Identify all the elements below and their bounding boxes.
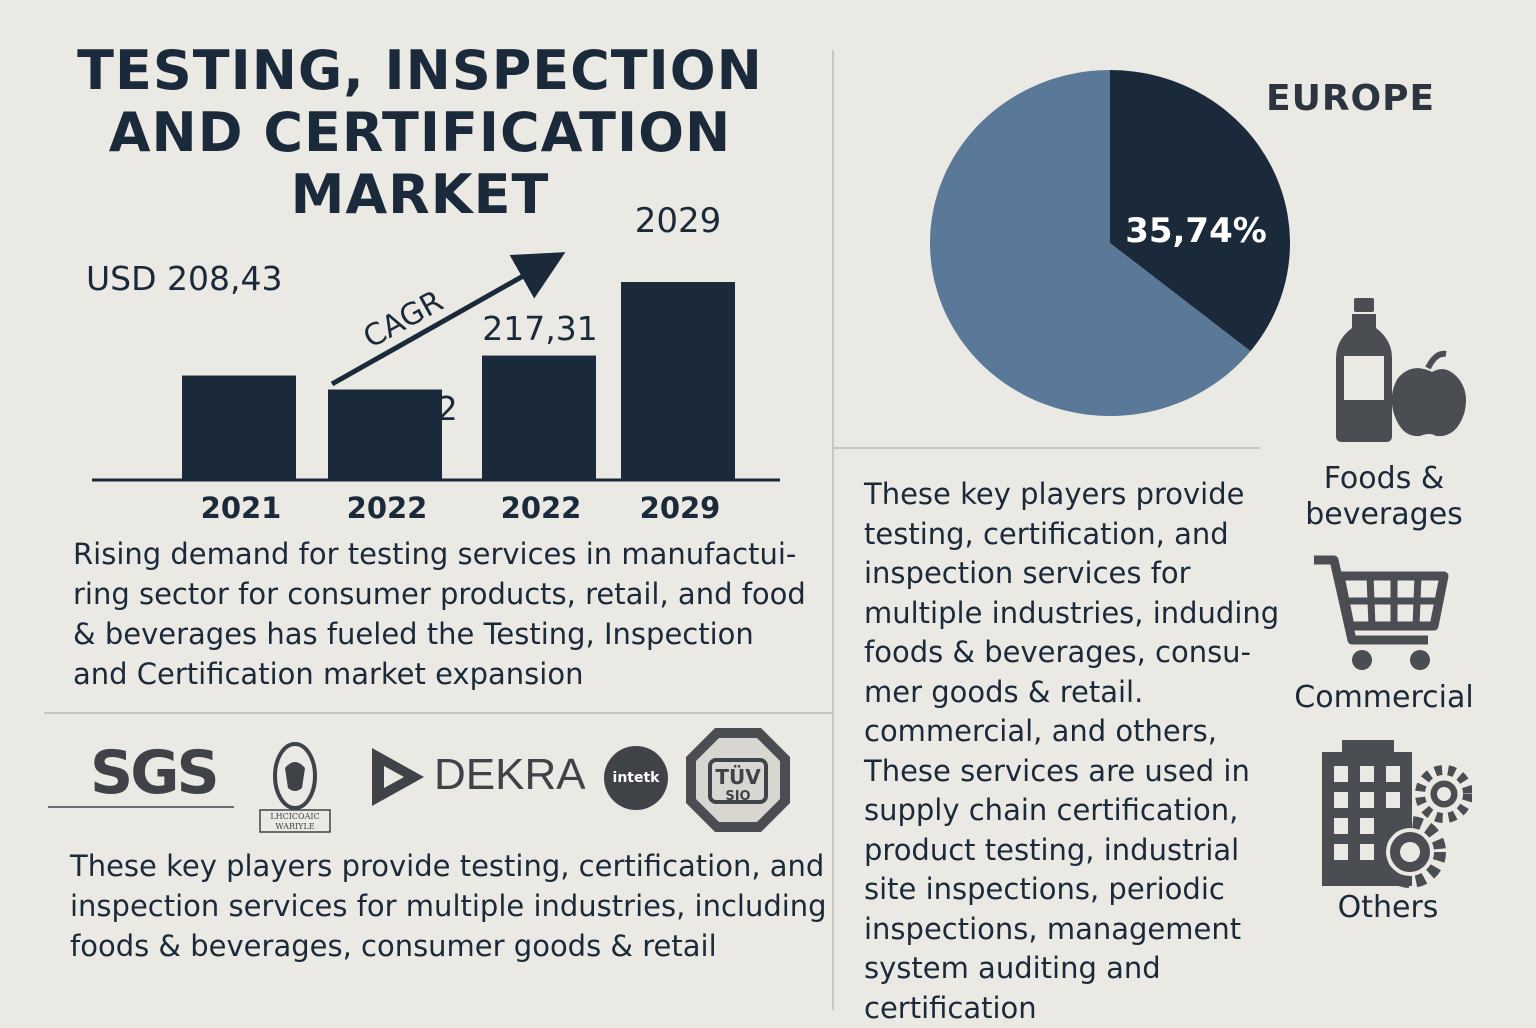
market-description: Rising demand for testing services in ma… bbox=[73, 534, 833, 694]
right-horizontal-divider bbox=[834, 447, 1260, 449]
services-line: inspections, management bbox=[864, 911, 1242, 946]
intertek-logo: intetk bbox=[604, 746, 668, 810]
services-line: multiple industries, induding bbox=[864, 595, 1280, 630]
page-title: TESTING, INSPECTION AND CERTIFICATION MA… bbox=[60, 40, 780, 226]
bar-2022-b bbox=[482, 355, 596, 480]
description-line: Rising demand for testing services in ma… bbox=[73, 537, 797, 571]
data-label-2029: 2029 bbox=[635, 201, 722, 241]
pie-region-label: EUROPE bbox=[1266, 78, 1436, 119]
pie-slice-europe bbox=[1110, 70, 1290, 352]
bureau-veritas-logo: LHCICOAIC WARIYLE bbox=[259, 742, 331, 833]
players-line: foods & beverages, consumer goods & reta… bbox=[70, 929, 717, 963]
icon-label-line: Foods & bbox=[1323, 461, 1445, 496]
services-line: site inspections, periodic bbox=[864, 872, 1225, 906]
description-line: & beverages has fueled the Testing, Insp… bbox=[73, 617, 754, 651]
services-line: product testing, industrial bbox=[864, 832, 1240, 867]
services-line: These services are used in bbox=[864, 753, 1250, 788]
x-tick-label: 2022 bbox=[347, 491, 428, 525]
x-tick-label: 2029 bbox=[640, 491, 721, 525]
data-label-2022-a: 202,22 bbox=[342, 389, 457, 428]
intertek-logo-text: intetk bbox=[612, 770, 660, 786]
commercial-label: Commercial bbox=[1294, 680, 1474, 715]
bv-text-line1: LHCICOAIC bbox=[270, 812, 319, 821]
data-label-2022-b: 217,31 bbox=[482, 309, 597, 348]
services-line: commercial, and others, bbox=[864, 714, 1217, 748]
x-tick-label: 2022 bbox=[501, 491, 582, 525]
title-line: MARKET bbox=[290, 163, 550, 226]
players-line: These key players provide testing, certi… bbox=[70, 849, 825, 883]
services-line: These key players provide bbox=[864, 477, 1245, 511]
data-label-2021: USD 208,43 bbox=[86, 259, 282, 298]
tuv-logo-top: TÜV bbox=[715, 765, 761, 789]
sgs-logo-underline bbox=[48, 806, 234, 808]
others-label: Others bbox=[1337, 890, 1439, 925]
pie-slice-rest bbox=[930, 70, 1251, 416]
title-line: TESTING, INSPECTION bbox=[77, 39, 763, 102]
services-line: supply chain certification, bbox=[864, 793, 1239, 827]
bar-2029 bbox=[621, 282, 735, 480]
pie-chart: 35,74% bbox=[930, 70, 1290, 416]
players-line: inspection services for multiple industr… bbox=[70, 889, 827, 923]
bv-text-line2: WARIYLE bbox=[275, 822, 314, 831]
bottle-apple-icon bbox=[1336, 298, 1466, 442]
services-line: testing, certification, and bbox=[864, 516, 1229, 551]
x-tick-label: 2021 bbox=[201, 491, 282, 525]
services-line: mer goods & retail. bbox=[864, 674, 1144, 709]
shopping-cart-icon bbox=[1314, 555, 1449, 670]
pie-slice-label: 35,74% bbox=[1125, 211, 1267, 251]
dekra-logo-mark bbox=[372, 748, 424, 806]
bar-2021 bbox=[182, 375, 296, 480]
services-line: foods & beverages, consu- bbox=[864, 635, 1252, 669]
tuv-logo-bottom: SIO bbox=[725, 789, 750, 804]
title-line: AND CERTIFICATION bbox=[108, 101, 732, 164]
services-line: inspection services for bbox=[864, 556, 1191, 590]
sgs-logo: SGS bbox=[90, 738, 220, 808]
vertical-divider bbox=[832, 50, 834, 1010]
cagr-arrow bbox=[330, 252, 566, 387]
tuv-logo: TÜV SIO bbox=[686, 728, 790, 832]
building-gears-icon bbox=[1322, 740, 1472, 888]
foods-beverages-label: Foods & beverages bbox=[1284, 461, 1484, 533]
bar-chart: 2021 2022 2022 2029 USD 208,43 202,22 21… bbox=[86, 201, 780, 525]
icon-label-line: beverages bbox=[1305, 497, 1463, 532]
description-line: and Certification market expansion bbox=[73, 657, 584, 691]
bar-2022-a bbox=[328, 389, 442, 480]
dekra-logo: DEKRA bbox=[434, 750, 586, 799]
services-description: These key players provide testing, certi… bbox=[864, 475, 1334, 1028]
description-line: ring sector for consumer products, retai… bbox=[73, 577, 806, 611]
key-players-text: These key players provide testing, certi… bbox=[70, 846, 830, 966]
services-line: system auditing and certification bbox=[864, 951, 1161, 1025]
left-horizontal-divider bbox=[44, 712, 832, 714]
